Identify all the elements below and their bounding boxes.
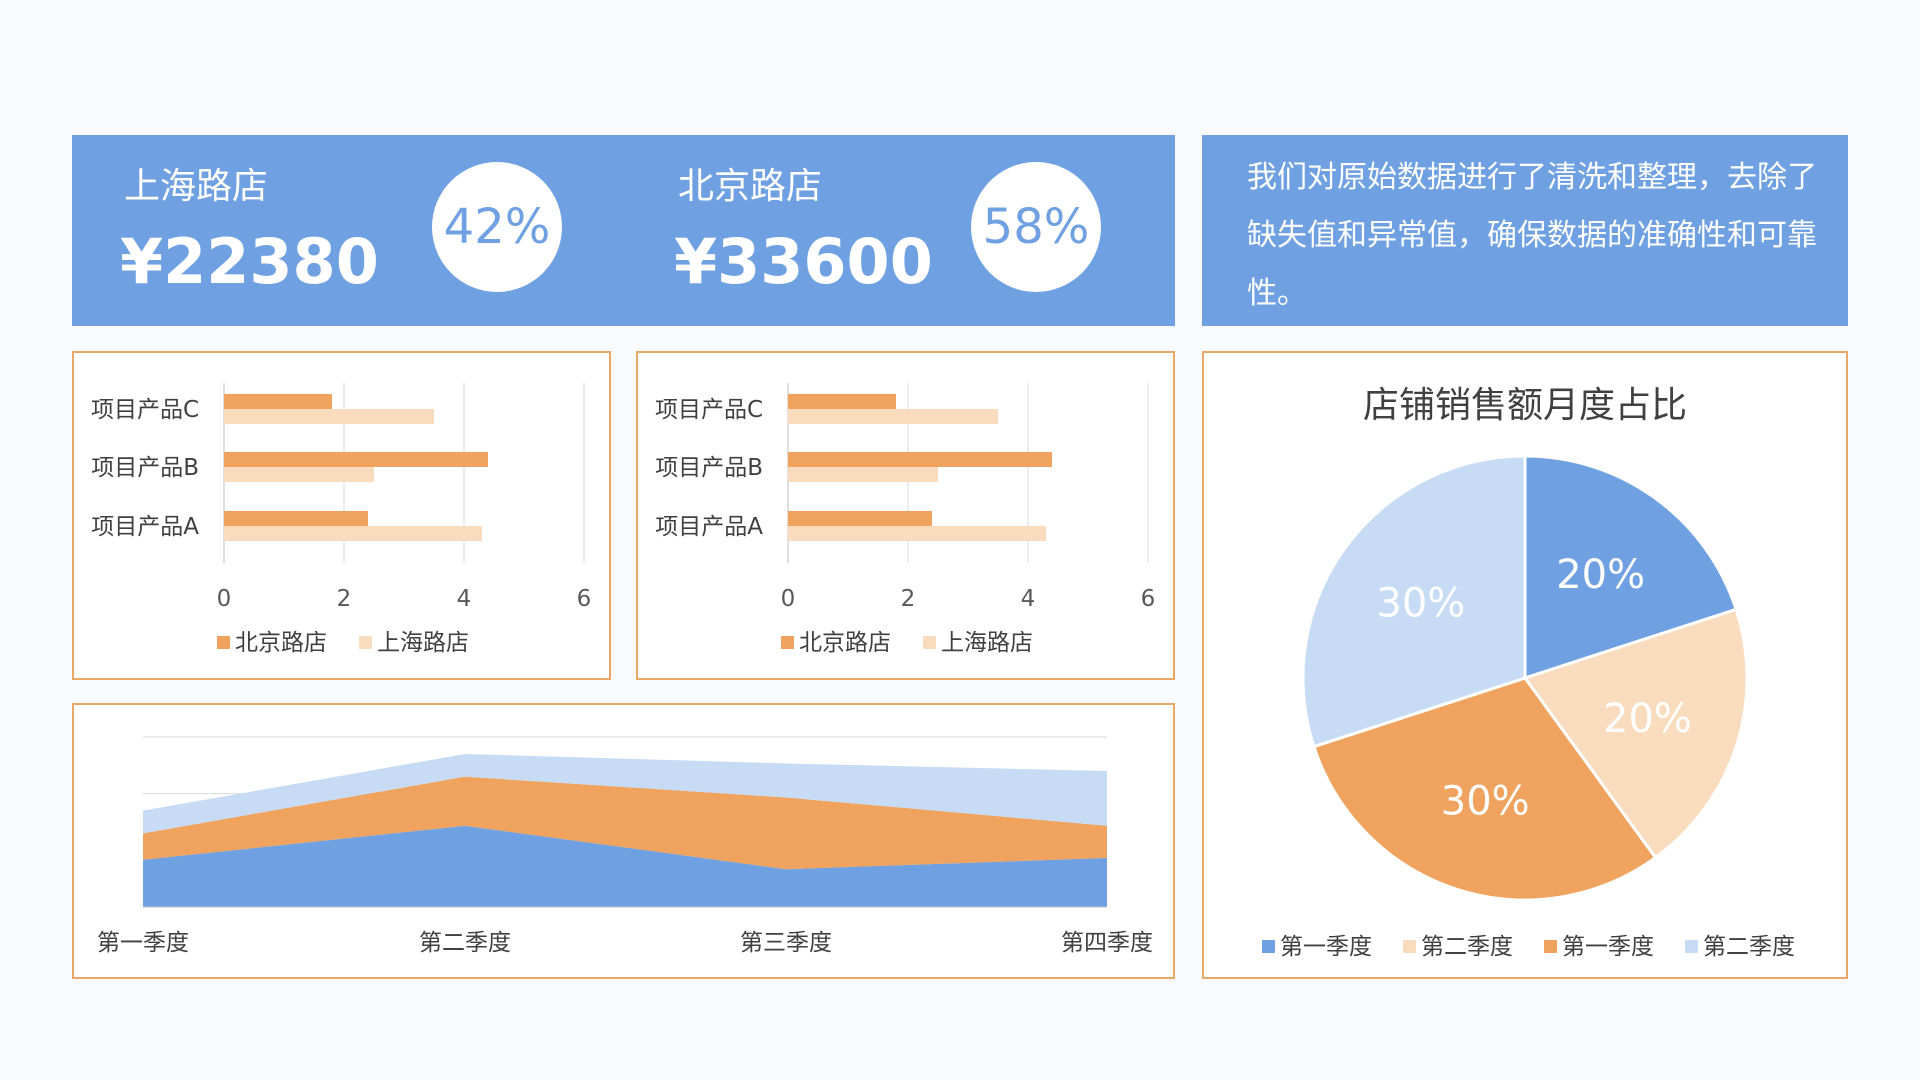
legend-swatch: [217, 636, 230, 649]
bar-beijing: [224, 394, 332, 409]
legend-swatch: [359, 636, 372, 649]
legend-label: 北京路店: [799, 630, 891, 656]
legend-swatch: [1685, 940, 1698, 953]
category-label: 项目产品A: [91, 514, 199, 540]
kpi-banner: 上海路店 ¥22380 42% 北京路店 ¥33600 58%: [72, 135, 1175, 326]
bar-shanghai: [224, 409, 434, 424]
legend-swatch: [1544, 940, 1557, 953]
x-category-label: 第四季度: [1061, 930, 1153, 956]
legend-swatch: [1403, 940, 1416, 953]
legend-swatch: [1262, 940, 1275, 953]
pie-slice: [1311, 676, 1658, 902]
share-badge-shanghai: 42%: [432, 162, 562, 292]
legend-swatch: [923, 636, 936, 649]
bar-shanghai: [224, 467, 374, 482]
x-category-label: 第二季度: [419, 930, 511, 956]
pie-slice: [1301, 454, 1527, 749]
bar-chart-panel-2: 0 2 4 6 项目产品A 项目产品B 项目产品C 北京路店 上海路店: [636, 351, 1175, 680]
pie-chart-panel: 店铺销售额月度占比 20% 20% 30% 30% 第一季度 第二季度 第一季度 第二季度: [1202, 351, 1848, 979]
bar-beijing: [224, 511, 368, 526]
legend-label: 第一季度: [1280, 934, 1372, 960]
area-chart: 第一季度 第二季度 第三季度 第四季度: [97, 736, 1153, 956]
x-tick-label: 6: [577, 586, 592, 612]
category-label: 项目产品C: [91, 397, 199, 423]
bar-beijing: [224, 452, 488, 467]
bar-chart-1: 0 2 4 6 项目产品A 项目产品B 项目产品C 北京路店 上海路店: [91, 383, 592, 656]
area-series-1: [143, 825, 1107, 907]
store-amount-beijing: ¥33600: [674, 225, 933, 298]
bar-shanghai: [788, 409, 998, 424]
legend-label: 第二季度: [1421, 934, 1513, 960]
legend-label: 第一季度: [1562, 934, 1654, 960]
pie-slice: [1523, 454, 1739, 681]
bar-shanghai: [788, 526, 1046, 541]
x-tick-label: 0: [781, 586, 796, 612]
legend-label: 第二季度: [1703, 934, 1795, 960]
bar-beijing: [788, 511, 932, 526]
category-label: 项目产品B: [655, 455, 763, 481]
x-tick-label: 0: [217, 586, 232, 612]
bar-beijing: [788, 452, 1052, 467]
pie-data-label: 30%: [1376, 580, 1465, 626]
share-badge-beijing: 58%: [971, 162, 1101, 292]
category-label: 项目产品B: [91, 455, 199, 481]
x-tick-label: 6: [1141, 586, 1156, 612]
pie-data-label: 30%: [1441, 778, 1530, 824]
area-series-2: [143, 776, 1107, 870]
x-category-label: 第三季度: [740, 930, 832, 956]
pie-chart: 店铺销售额月度占比 20% 20% 30% 30% 第一季度 第二季度 第一季度 第二季度: [1262, 385, 1795, 960]
legend-label: 上海路店: [377, 630, 469, 656]
x-tick-label: 4: [1021, 586, 1036, 612]
note-text: 我们对原始数据进行了清洗和整理，去除了缺失值和异常值，确保数据的准确性和可靠性。: [1247, 160, 1817, 311]
area-chart-panel: 第一季度 第二季度 第三季度 第四季度: [72, 703, 1175, 979]
bar-chart-2: 0 2 4 6 项目产品A 项目产品B 项目产品C 北京路店 上海路店: [655, 383, 1156, 656]
pie-title: 店铺销售额月度占比: [1363, 385, 1687, 426]
pie-data-label: 20%: [1556, 552, 1645, 598]
x-tick-label: 2: [337, 586, 352, 612]
area-series-3: [143, 754, 1107, 834]
legend-label: 上海路店: [941, 630, 1033, 656]
bar-shanghai: [224, 526, 482, 541]
pie-data-label: 20%: [1603, 696, 1692, 742]
bar-beijing: [788, 394, 896, 409]
note-panel: 我们对原始数据进行了清洗和整理，去除了缺失值和异常值，确保数据的准确性和可靠性。: [1202, 135, 1848, 326]
store-name-shanghai: 上海路店: [124, 166, 269, 207]
store-name-beijing: 北京路店: [678, 166, 823, 207]
bar-chart-panel-1: 0 2 4 6 项目产品A 项目产品B 项目产品C 北京路店 上海路店: [72, 351, 611, 680]
store-amount-shanghai: ¥22380: [120, 225, 379, 298]
x-tick-label: 4: [457, 586, 472, 612]
bar-shanghai: [788, 467, 938, 482]
category-label: 项目产品C: [655, 397, 763, 423]
legend-label: 北京路店: [235, 630, 327, 656]
x-tick-label: 2: [901, 586, 916, 612]
pie-slice: [1522, 607, 1749, 860]
legend-swatch: [781, 636, 794, 649]
category-label: 项目产品A: [655, 514, 763, 540]
x-category-label: 第一季度: [97, 930, 189, 956]
